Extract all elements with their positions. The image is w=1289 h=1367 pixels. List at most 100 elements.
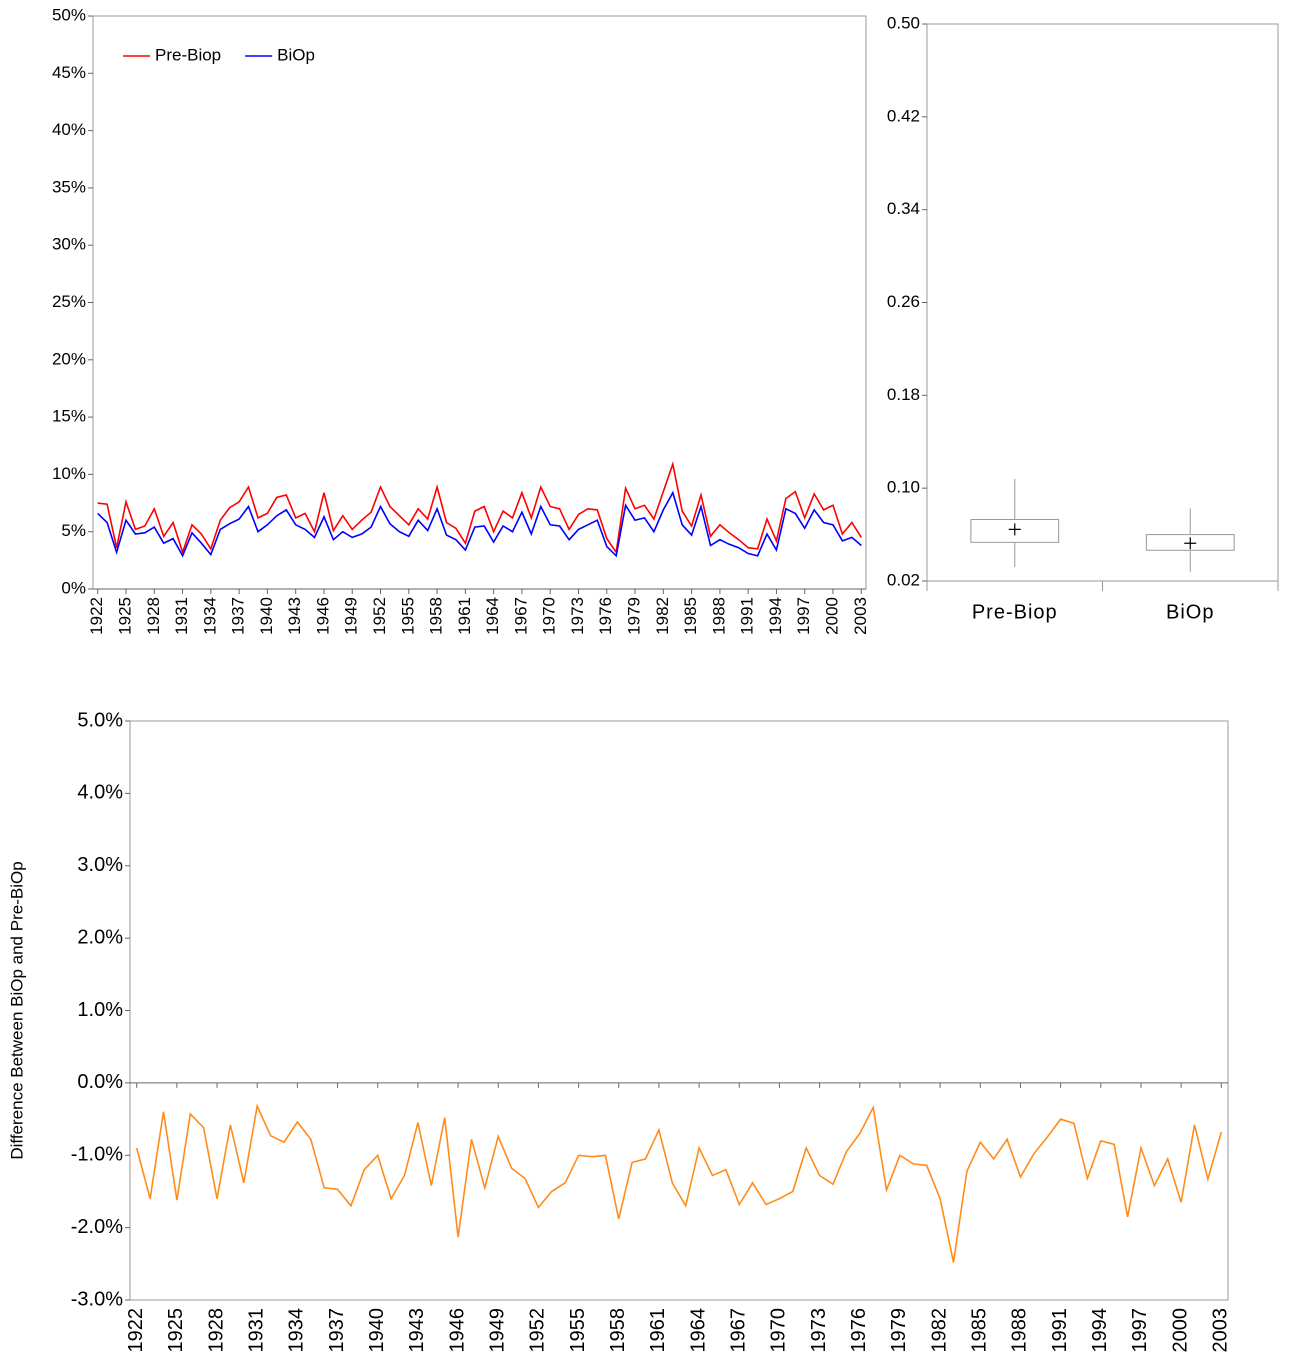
y-tick-label: 0.34 xyxy=(887,199,920,218)
x-tick-label: 1961 xyxy=(647,1308,669,1353)
x-tick-label: 1940 xyxy=(366,1308,388,1353)
y-tick-label: 15% xyxy=(52,407,86,426)
x-tick-label: 1973 xyxy=(568,597,587,635)
y-tick-label: -2.0% xyxy=(71,1216,123,1238)
x-tick-label: 1979 xyxy=(625,597,644,635)
y-tick-label: 5% xyxy=(61,521,86,540)
x-tick-label: 1964 xyxy=(483,597,502,635)
legend-label: Pre-Biop xyxy=(155,45,221,64)
series-line xyxy=(135,1103,1223,1263)
x-tick-label: 1928 xyxy=(144,597,163,635)
x-tick-label: BiOp xyxy=(1166,601,1214,623)
mean-marker xyxy=(1184,537,1197,550)
x-tick-label: 1949 xyxy=(487,1308,509,1353)
x-tick-label: 1976 xyxy=(596,597,615,635)
chart: 0.02 0.10 0.18 0.26 0.34 0.42 0.50 Pre-Biop BiOp xyxy=(887,13,1279,623)
x-tick-label: 1931 xyxy=(245,1308,267,1353)
x-tick-label: 1931 xyxy=(172,597,191,635)
y-tick-label: 0.18 xyxy=(887,385,920,404)
x-tick-label: 1970 xyxy=(768,1308,790,1353)
series-line xyxy=(97,490,862,558)
y-tick-label: 0.02 xyxy=(887,570,920,589)
plot-frame xyxy=(129,720,1229,1301)
x-tick-label: 1988 xyxy=(709,597,728,635)
x-tick-label: 2003 xyxy=(1210,1308,1232,1353)
y-tick-label: 30% xyxy=(52,235,86,254)
x-tick-label: 1925 xyxy=(115,597,134,635)
x-tick-label: 1988 xyxy=(1009,1308,1031,1353)
y-tick-label: 10% xyxy=(52,464,86,483)
plot-frame xyxy=(926,23,1279,582)
x-tick-label: 1967 xyxy=(511,597,530,635)
x-tick-label: 2000 xyxy=(1169,1308,1191,1353)
x-tick-label: 1955 xyxy=(567,1308,589,1353)
y-axis-label: Difference Between BiOp and Pre-BiOp xyxy=(7,861,26,1159)
y-tick-label: 3.0% xyxy=(77,854,123,876)
x-tick-label: 1997 xyxy=(794,597,813,635)
x-tick-label: 1994 xyxy=(766,597,785,635)
x-tick-label: 1946 xyxy=(313,597,332,635)
x-tick-label: 1964 xyxy=(687,1308,709,1353)
x-tick-label: 1958 xyxy=(427,597,446,635)
y-tick-label: 40% xyxy=(52,120,86,139)
x-tick-label: 1943 xyxy=(406,1308,428,1353)
x-tick-label: 1985 xyxy=(969,1308,991,1353)
x-tick-label: 1970 xyxy=(540,597,559,635)
x-tick-label: 1934 xyxy=(286,1308,308,1353)
chart: -3.0% -2.0% -1.0% 0.0% 1.0% 2.0% 3.0% 4.0% 5.0% D… xyxy=(7,709,1231,1352)
x-tick-label: 1922 xyxy=(125,1308,147,1353)
x-tick-label: 1985 xyxy=(681,597,700,635)
y-tick-label: 1.0% xyxy=(77,999,123,1021)
x-tick-label: 1961 xyxy=(455,597,474,635)
x-tick-label: 1937 xyxy=(229,597,248,635)
y-tick-label: 50% xyxy=(52,5,86,24)
x-tick-label: 1925 xyxy=(165,1308,187,1353)
x-tick-label: 1976 xyxy=(848,1308,870,1353)
x-tick-label: Pre-Biop xyxy=(972,601,1058,623)
y-tick-label: 35% xyxy=(52,177,86,196)
x-tick-label: 1946 xyxy=(446,1308,468,1353)
x-tick-label: 1937 xyxy=(326,1308,348,1353)
x-tick-label: 1982 xyxy=(653,597,672,635)
mean-marker xyxy=(1008,523,1021,536)
x-tick-label: 2003 xyxy=(851,597,870,635)
x-tick-label: 1928 xyxy=(205,1308,227,1353)
x-tick-label: 1949 xyxy=(342,597,361,635)
x-tick-label: 1940 xyxy=(257,597,276,635)
y-tick-label: 20% xyxy=(52,349,86,368)
y-tick-label: 45% xyxy=(52,63,86,82)
y-tick-label: 0.42 xyxy=(887,106,920,125)
x-tick-label: 1991 xyxy=(1049,1308,1071,1353)
x-tick-label: 1955 xyxy=(398,597,417,635)
x-tick-label: 1982 xyxy=(928,1308,950,1353)
series-line xyxy=(97,461,862,555)
y-tick-label: 0.10 xyxy=(887,478,920,497)
x-tick-label: 1958 xyxy=(607,1308,629,1353)
y-tick-label: 0.0% xyxy=(77,1071,123,1093)
chart: 0% 5% 10% 15% 20% 25% 30% 35% 40% 45% 50% 1922 1925 1… xyxy=(52,5,870,634)
plot-frame xyxy=(92,15,867,590)
legend-label: BiOp xyxy=(277,45,315,64)
x-tick-label: 1922 xyxy=(87,597,106,635)
x-tick-label: 1943 xyxy=(285,597,304,635)
y-tick-label: -3.0% xyxy=(71,1288,123,1310)
y-tick-label: 0.50 xyxy=(887,13,920,32)
y-tick-label: -1.0% xyxy=(71,1144,123,1166)
x-tick-label: 1952 xyxy=(370,597,389,635)
y-tick-label: 4.0% xyxy=(77,782,123,804)
x-tick-label: 1967 xyxy=(728,1308,750,1353)
x-tick-label: 1997 xyxy=(1129,1308,1151,1353)
x-tick-label: 1979 xyxy=(888,1308,910,1353)
x-tick-label: 2000 xyxy=(822,597,841,635)
y-tick-label: 2.0% xyxy=(77,926,123,948)
y-tick-label: 0% xyxy=(61,578,86,597)
y-tick-label: 5.0% xyxy=(77,709,123,731)
x-tick-label: 1994 xyxy=(1089,1308,1111,1353)
x-tick-label: 1952 xyxy=(527,1308,549,1353)
y-tick-label: 0.26 xyxy=(887,292,920,311)
x-tick-label: 1934 xyxy=(200,597,219,635)
y-tick-label: 25% xyxy=(52,292,86,311)
x-tick-label: 1991 xyxy=(738,597,757,635)
